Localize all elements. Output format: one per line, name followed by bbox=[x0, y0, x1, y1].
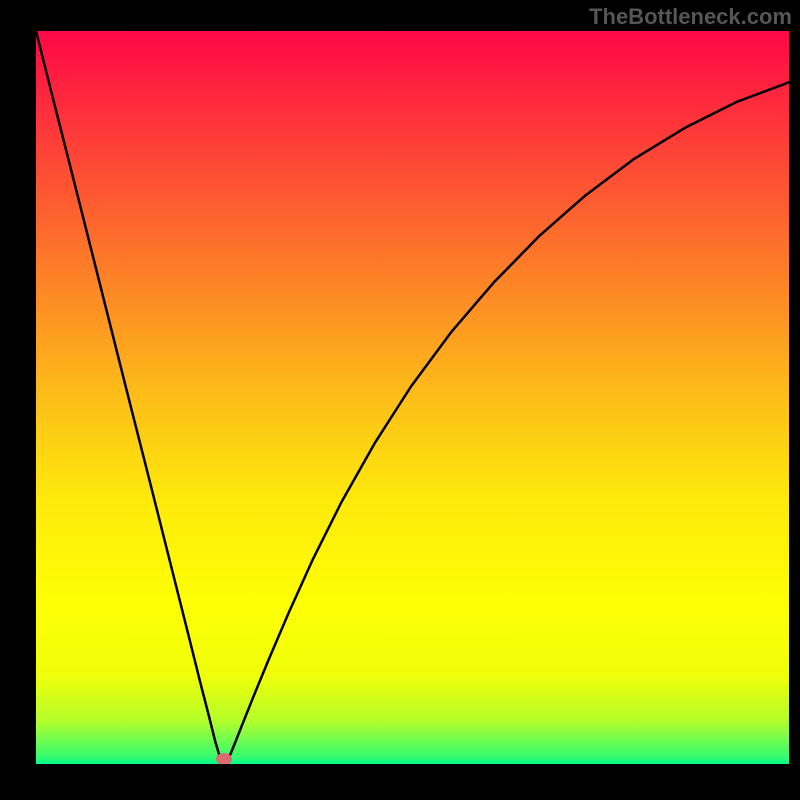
watermark-label: TheBottleneck.com bbox=[589, 4, 792, 30]
chart-stage: TheBottleneck.com bbox=[0, 0, 800, 800]
gradient-background bbox=[36, 31, 789, 764]
bottleneck-chart bbox=[36, 31, 789, 764]
